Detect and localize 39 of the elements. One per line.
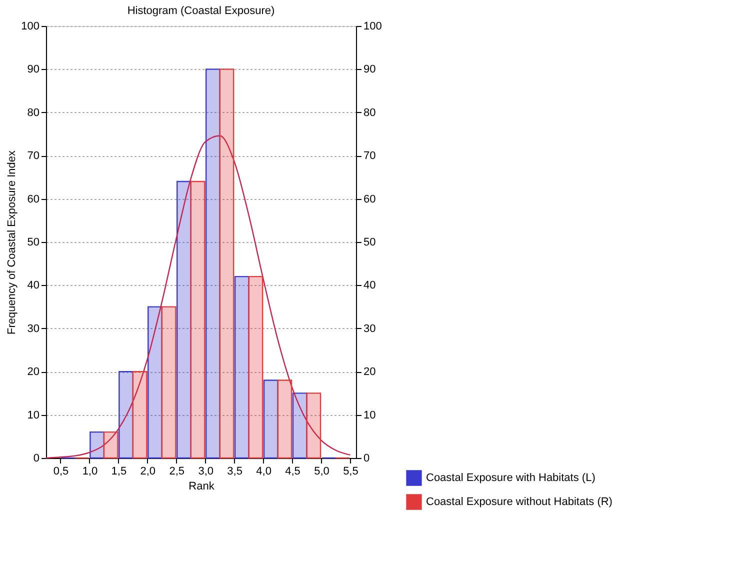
y2-tick-label: 70 xyxy=(364,150,376,162)
y-axis-title: Frequency of Coastal Exposure Index xyxy=(6,150,18,335)
x-tick-label: 4,5 xyxy=(285,466,300,478)
x-tick-label: 0,5 xyxy=(53,466,69,478)
y2-tick-label: 90 xyxy=(364,64,376,76)
y-tick-label: 20 xyxy=(27,366,40,378)
y-tick-label: 50 xyxy=(27,236,40,248)
y2-tick-label: 100 xyxy=(364,20,382,32)
legend-label: Coastal Exposure without Habitats (R) xyxy=(426,496,612,508)
line-series xyxy=(45,135,351,459)
x-tick-label: 4,0 xyxy=(256,466,272,478)
x-tick-label: 5,5 xyxy=(343,466,358,478)
y-tick-label: 0 xyxy=(33,452,40,464)
y2-tick-label: 80 xyxy=(364,106,376,119)
y-tick-label: 80 xyxy=(27,106,40,119)
x-tick-label: 2,5 xyxy=(169,466,185,478)
y2-tick-label: 20 xyxy=(364,366,376,378)
y2-tick-label: 60 xyxy=(364,193,376,206)
chart-title: Histogram (Coastal Exposure) xyxy=(127,5,275,17)
y2-tick-label: 50 xyxy=(364,236,376,248)
x-tick-label: 1,0 xyxy=(82,466,98,478)
y-tick-label: 40 xyxy=(27,280,40,292)
x-tick-label: 3,5 xyxy=(227,466,242,478)
y-tick-label: 10 xyxy=(27,409,40,422)
legend-label: Coastal Exposure with Habitats (L) xyxy=(426,472,596,484)
y-tick-label: 70 xyxy=(27,150,40,162)
y-tick-label: 30 xyxy=(27,322,40,335)
x-tick-label: 3,0 xyxy=(198,466,214,478)
y2-tick-label: 0 xyxy=(364,452,370,464)
y2-tick-label: 30 xyxy=(364,322,376,335)
x-axis-title: Rank xyxy=(188,480,215,492)
x-tick-label: 2,0 xyxy=(140,466,156,478)
y2-tick-label: 10 xyxy=(364,409,376,422)
x-tick-label: 5,0 xyxy=(314,466,330,478)
y-tick-label: 60 xyxy=(27,193,40,206)
y-tick-label: 90 xyxy=(27,64,40,76)
y2-tick-label: 40 xyxy=(364,280,376,292)
y-tick-label: 100 xyxy=(21,20,40,32)
x-tick-label: 1,5 xyxy=(111,466,127,478)
